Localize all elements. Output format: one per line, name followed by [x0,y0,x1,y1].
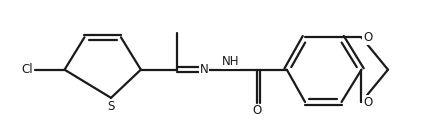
Text: O: O [363,31,372,44]
Text: N: N [199,63,208,76]
Text: O: O [363,95,372,109]
Text: O: O [252,104,262,118]
Text: NH: NH [222,55,239,68]
Text: Cl: Cl [21,63,33,76]
Text: S: S [107,100,115,112]
